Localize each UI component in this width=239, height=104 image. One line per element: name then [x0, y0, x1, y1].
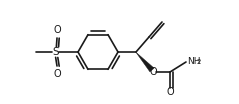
Text: O: O [166, 87, 174, 97]
Text: S: S [53, 47, 59, 57]
Text: NH: NH [187, 56, 201, 66]
Text: O: O [53, 25, 61, 35]
Text: O: O [53, 69, 61, 79]
Text: O: O [149, 67, 157, 77]
Text: 2: 2 [196, 59, 201, 66]
Polygon shape [136, 52, 154, 72]
